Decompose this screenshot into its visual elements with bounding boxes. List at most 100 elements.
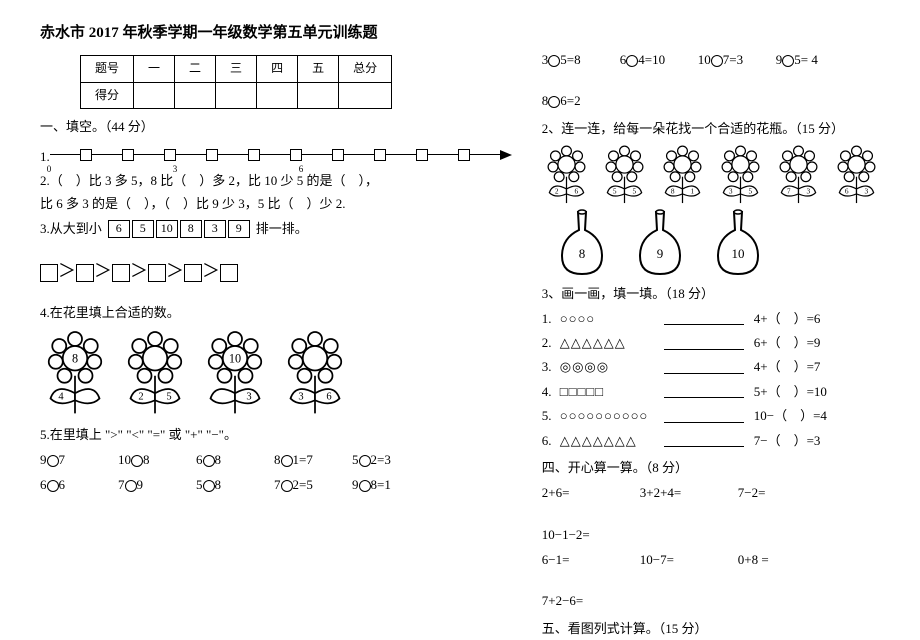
number-box: 3: [204, 220, 226, 238]
svg-text:3: 3: [864, 186, 868, 195]
q3-tail: 排一排。: [256, 217, 308, 240]
fill-row: 5.○○○○○○○○○○10−（ ）=4: [542, 404, 880, 427]
equation: 108: [118, 448, 178, 471]
flower: 2 6: [542, 144, 590, 204]
equation: 7+2−6=: [542, 589, 622, 612]
svg-text:5: 5: [632, 186, 636, 195]
right-column: 35=864=10107=395= 486=2 2、连一连，给每一朵花找一个合适…: [542, 20, 880, 618]
score-hdr-cell: 三: [216, 56, 257, 83]
flower: 6 3: [832, 144, 880, 204]
score-table: 题号一二三四五总分 得分: [80, 55, 392, 109]
q1: 1. 036: [40, 145, 512, 169]
flower: 8 1: [658, 144, 706, 204]
flower: 5 5: [600, 144, 648, 204]
fill-row: 2.△△△△△△6+（ ）=9: [542, 331, 880, 354]
score-hdr-cell: 题号: [81, 56, 134, 83]
q3-answer-boxes: ＞＞＞＞＞: [40, 255, 512, 287]
equation: 7−2=: [738, 481, 818, 504]
fill-row: 1.○○○○4+（ ）=6: [542, 307, 880, 330]
score-cell: [175, 82, 216, 109]
svg-text:8: 8: [579, 246, 586, 261]
fill-row: 6.△△△△△△△7−（ ）=3: [542, 429, 880, 452]
number-line: 036: [50, 149, 512, 161]
q3-number-boxes: 6510839: [108, 220, 250, 238]
equation: 2+6=: [542, 481, 622, 504]
q5-label: 5.在里填上 ">" "<" "=" 或 "+" "−"。: [40, 423, 512, 446]
equation: 52=3: [352, 448, 412, 471]
flower-icon: 2 5: [120, 329, 190, 419]
svg-text:1: 1: [690, 186, 694, 195]
score-cell: [298, 82, 339, 109]
svg-text:8: 8: [671, 186, 675, 195]
q4-equations: 2+6=3+2+4=7−2=10−1−2=6−1=10−7=0+8 =7+2−6…: [542, 481, 880, 613]
r-q3-heading: 3、画一画，填一填。（18 分）: [542, 282, 880, 305]
svg-text:3: 3: [246, 391, 251, 402]
fill-row: 3.◎◎◎◎4+（ ）=7: [542, 355, 880, 378]
score-cell: [257, 82, 298, 109]
number-box: 9: [228, 220, 250, 238]
equation: 66: [40, 473, 100, 496]
vases: 8 9 10: [552, 208, 880, 278]
equation: 81=7: [274, 448, 334, 471]
fill-row: 4.□□□□□5+（ ）=10: [542, 380, 880, 403]
flower-icon: 3 5: [716, 144, 765, 207]
flower-icon: 7 3: [774, 144, 823, 207]
equation: 95= 4: [776, 48, 836, 71]
vase: 9: [630, 208, 690, 278]
r-q2-label: 2、连一连，给每一朵花找一个合适的花瓶。（15 分）: [542, 117, 880, 140]
svg-text:6: 6: [326, 391, 331, 402]
flower: 8 4: [40, 329, 110, 419]
equation: 6−1=: [542, 548, 622, 571]
top-eq-row: 35=864=10107=395= 486=2: [542, 48, 880, 113]
score-hdr-cell: 二: [175, 56, 216, 83]
score-cell: [339, 82, 392, 109]
small-flowers: 2 6 5 5 8 1 3 5 7 3: [542, 144, 880, 204]
number-box: 6: [108, 220, 130, 238]
score-cell: [216, 82, 257, 109]
flower-icon: 8 1: [658, 144, 707, 207]
svg-text:4: 4: [58, 391, 64, 402]
equation: 58: [196, 473, 256, 496]
svg-text:3: 3: [806, 186, 810, 195]
svg-text:6: 6: [574, 186, 578, 195]
svg-text:8: 8: [72, 351, 78, 365]
equation: 10−7=: [640, 548, 720, 571]
equation: 72=5: [274, 473, 334, 496]
page-title: 赤水市 2017 年秋季学期一年级数学第五单元训练题: [40, 20, 512, 47]
equation: 97: [40, 448, 100, 471]
q3-label: 3.从大到小: [40, 217, 102, 240]
equation: 0+8 =: [738, 548, 818, 571]
q2-line2: 比 6 多 3 的是（ ），（ ）比 9 少 3，5 比（ ）少 2.: [40, 192, 512, 215]
flower: 3 6: [280, 329, 350, 419]
flower: 3 5: [716, 144, 764, 204]
flower-icon: 5 5: [600, 144, 649, 207]
flower-icon: 3 6: [280, 329, 350, 419]
q2-line1: 2.（ ）比 3 多 5，8 比（ ）多 2，比 10 少 5 的是（ ），: [40, 169, 512, 192]
q4-flowers: 8 4 2 5 10 3 3 6: [40, 329, 512, 419]
flower-icon: 6 3: [832, 144, 881, 207]
svg-text:5: 5: [613, 186, 617, 195]
q3: 3.从大到小 6510839 排一排。: [40, 217, 512, 240]
vase: 10: [708, 208, 768, 278]
flower-icon: 2 6: [542, 144, 591, 207]
svg-text:7: 7: [787, 186, 791, 195]
flower: 10 3: [200, 329, 270, 419]
score-hdr-cell: 四: [257, 56, 298, 83]
flower: 7 3: [774, 144, 822, 204]
svg-text:6: 6: [845, 186, 849, 195]
number-box: 10: [156, 220, 178, 238]
vase: 8: [552, 208, 612, 278]
svg-text:2: 2: [555, 186, 559, 195]
svg-text:3: 3: [729, 186, 733, 195]
equation: 3+2+4=: [640, 481, 720, 504]
flower-icon: 10 3: [200, 329, 270, 419]
svg-text:5: 5: [748, 186, 752, 195]
vase-icon: 8: [552, 208, 612, 278]
section-1-heading: 一、填空。（44 分）: [40, 115, 512, 138]
number-box: 5: [132, 220, 154, 238]
equation: 64=10: [620, 48, 680, 71]
r-q4-heading: 四、开心算一算。（8 分）: [542, 456, 880, 479]
equation: 107=3: [698, 48, 758, 71]
flower-icon: 8 4: [40, 329, 110, 419]
equation: 98=1: [352, 473, 412, 496]
